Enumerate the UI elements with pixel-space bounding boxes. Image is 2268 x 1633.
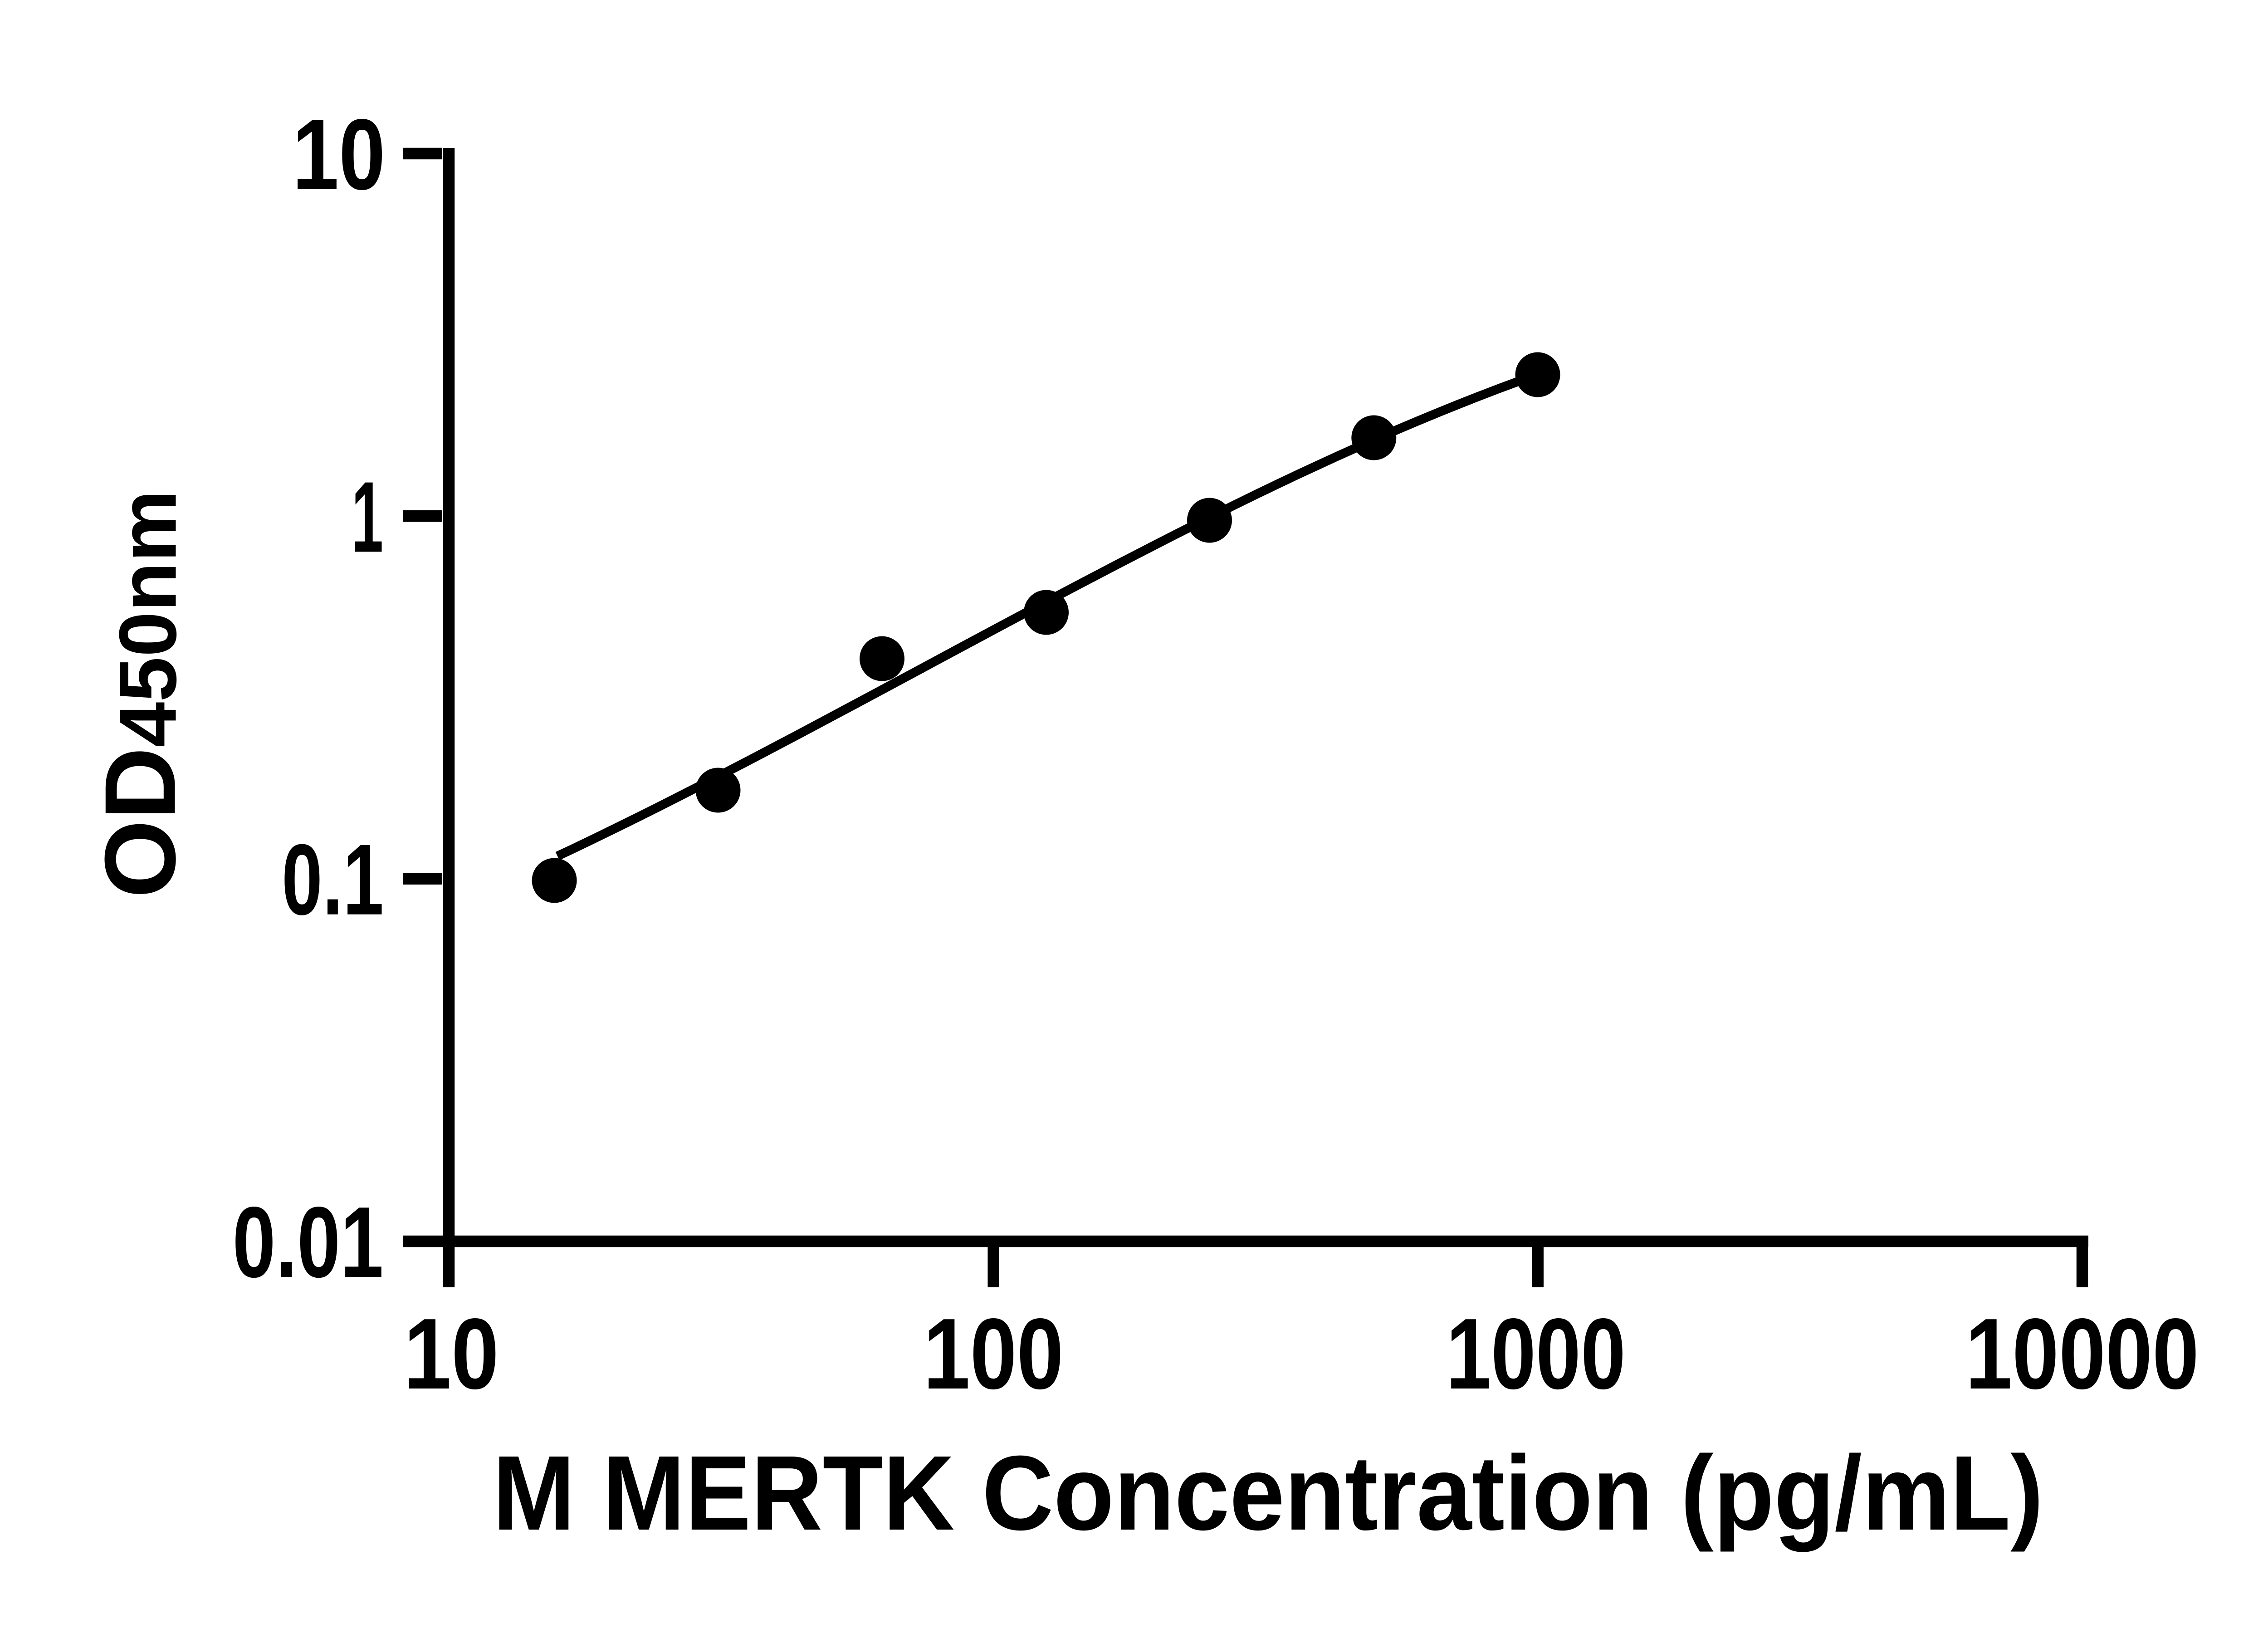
svg-text:10000: 10000 (1965, 1298, 2199, 1410)
svg-text:1000: 1000 (1446, 1298, 1626, 1410)
svg-text:100: 100 (924, 1298, 1064, 1410)
svg-text:M MERTK Concentration (pg/mL): M MERTK Concentration (pg/mL) (493, 1433, 2043, 1552)
svg-text:10: 10 (293, 98, 386, 211)
svg-text:OD450nm: OD450nm (84, 490, 197, 898)
svg-text:1: 1 (352, 461, 383, 573)
svg-text:10: 10 (404, 1298, 499, 1410)
svg-text:0.1: 0.1 (282, 824, 384, 936)
svg-text:0.01: 0.01 (233, 1186, 384, 1299)
